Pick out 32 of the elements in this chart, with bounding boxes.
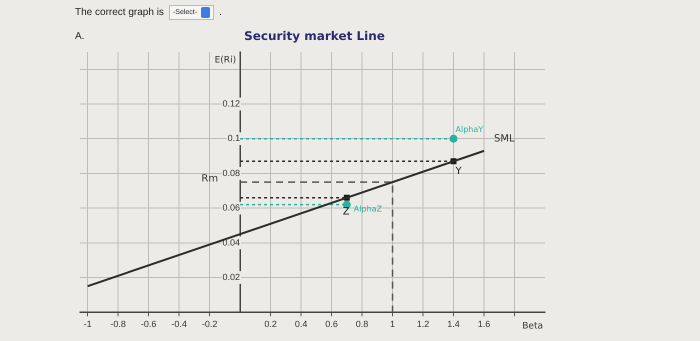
y-tick-label: 0.12 <box>222 98 240 109</box>
text: . <box>219 7 222 18</box>
x-tick-label: 0.4 <box>294 319 308 330</box>
y-tick-label: 0.02 <box>222 272 240 282</box>
data-label: AlphaZ <box>354 204 383 214</box>
series-label: SML <box>494 133 515 144</box>
text: The correct graph is <box>75 7 164 18</box>
data-label: AlphaY <box>456 124 484 134</box>
y-tick-label: 0.06 <box>222 202 240 213</box>
x-tick-label: -0.8 <box>110 319 126 330</box>
point <box>450 134 458 143</box>
x-tick-label: 1.2 <box>416 319 430 330</box>
x-tick-label: -0.2 <box>202 319 218 330</box>
x-tick-label: 0.2 <box>264 319 277 330</box>
data-label: Y <box>454 166 463 177</box>
x-tick-label: 0.6 <box>325 319 338 330</box>
text: A. <box>75 31 84 42</box>
x-tick-label: 1.4 <box>447 319 460 330</box>
x-tick-label: 1.6 <box>478 319 490 330</box>
y-tick-label: 0.04 <box>222 237 240 248</box>
text: Rm <box>201 174 218 185</box>
x-tick-label: -1 <box>84 319 92 330</box>
chart-title: Security market Line <box>244 29 385 44</box>
y-axis-title: E(Ri) <box>214 55 236 66</box>
data-label: Z <box>342 206 350 218</box>
y-tick-label: 0.08 <box>222 168 240 178</box>
x-tick-label: 1 <box>390 319 396 330</box>
x-tick-label: -0.4 <box>171 319 187 330</box>
y-tick-label: 0.1 <box>228 133 240 144</box>
x-tick-label: -0.6 <box>140 319 156 330</box>
x-tick-label: 0.8 <box>356 319 368 330</box>
x-axis-title: Beta <box>522 322 543 332</box>
